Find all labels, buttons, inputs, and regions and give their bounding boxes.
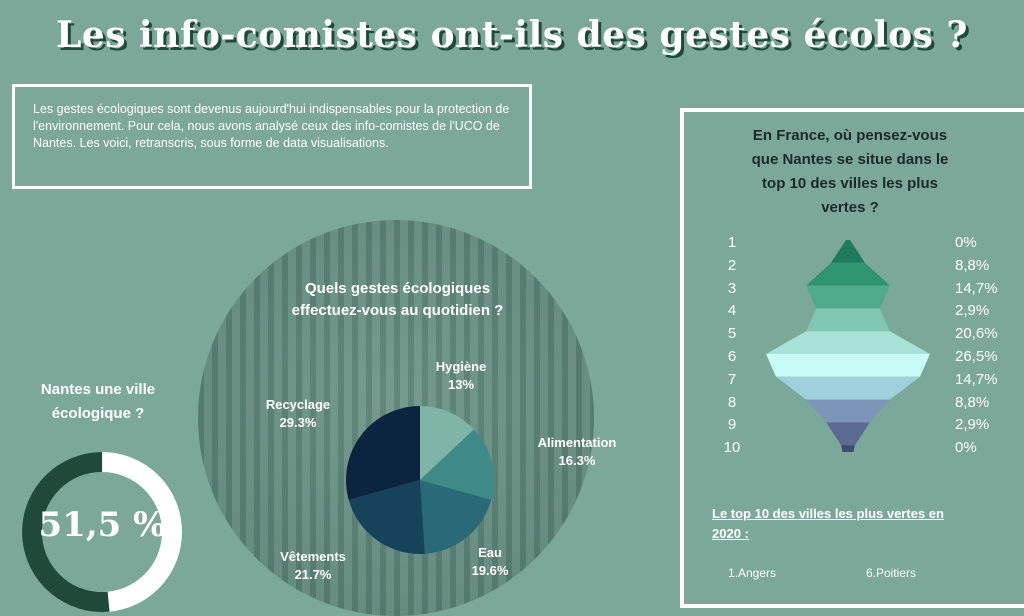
pie-label-name: Alimentation bbox=[537, 435, 617, 450]
rank-percentage: 26,5% bbox=[955, 348, 998, 365]
top10-title: Le top 10 des villes les plus vertes en … bbox=[712, 504, 1002, 544]
top10-item: 1.Angers bbox=[728, 566, 777, 580]
rank-percentage: 2,9% bbox=[955, 416, 990, 434]
pie-label-eau: Eau 19.6% bbox=[460, 544, 520, 580]
pie-label-hygiene: Hygiène 13% bbox=[426, 358, 496, 394]
pie-label-alimentation: Alimentation 16.3% bbox=[522, 434, 632, 470]
rank-percentage: 8,8% bbox=[955, 393, 990, 411]
nantes-question-line1: Nantes une ville bbox=[40, 381, 156, 398]
nantes-question-line2: écologique ? bbox=[51, 405, 145, 422]
funnel-band-rank-3 bbox=[806, 285, 890, 309]
pie-label-name: Hygiène bbox=[435, 359, 487, 374]
ranking-question-line1: En France, où pensez-vous bbox=[752, 127, 948, 144]
rank-number: 9 bbox=[727, 416, 737, 434]
intro-text-box: Les gestes écologiques sont devenus aujo… bbox=[12, 84, 532, 189]
pie-label-name: Eau bbox=[478, 545, 502, 560]
pie-chart bbox=[346, 406, 494, 554]
funnel-band-rank-6 bbox=[766, 354, 930, 377]
page-title: Les info-comistes ont-ils des gestes éco… bbox=[56, 14, 968, 56]
pie-label-value: 21.7% bbox=[294, 567, 332, 582]
pie-chart-title: Quels gestes écologiques effectuez-vous … bbox=[250, 278, 545, 322]
funnel-band-rank-9 bbox=[826, 422, 870, 446]
rank-number: 4 bbox=[727, 302, 737, 320]
rank-number: 7 bbox=[727, 370, 737, 388]
rank-number: 10 bbox=[723, 439, 741, 457]
rank-number: 3 bbox=[727, 279, 737, 297]
pie-slice-alimentation bbox=[420, 429, 494, 500]
top10-item: 6.Poitiers bbox=[866, 566, 917, 580]
rank-percentage: 0% bbox=[955, 439, 977, 457]
funnel-band-rank-4 bbox=[806, 308, 890, 332]
funnel-band-rank-7 bbox=[776, 376, 920, 400]
pie-label-value: 16.3% bbox=[558, 453, 596, 468]
nantes-question: Nantes une ville écologique ? bbox=[14, 378, 182, 426]
rank-number: 5 bbox=[727, 325, 737, 343]
rank-percentage: 2,9% bbox=[955, 302, 990, 320]
ranking-question-line3: top 10 des villes les plus bbox=[762, 175, 938, 192]
pie-slice-recyclage bbox=[346, 406, 420, 500]
rank-percentage: 14,7% bbox=[955, 370, 998, 388]
pie-label-name: Recyclage bbox=[265, 397, 331, 412]
ranking-question-line2: que Nantes se situe dans le bbox=[751, 151, 949, 168]
pie-title-line1: Quels gestes écologiques bbox=[304, 280, 491, 297]
pie-slice-hygiene bbox=[420, 406, 474, 480]
rank-number: 1 bbox=[727, 234, 737, 251]
funnel-band-rank-10 bbox=[841, 445, 855, 452]
rank-number: 8 bbox=[727, 393, 737, 411]
pie-label-name: Vêtements bbox=[280, 549, 346, 564]
ranking-question-line4: vertes ? bbox=[821, 199, 879, 216]
pie-label-value: 29.3% bbox=[279, 415, 317, 430]
pie-label-value: 19.6% bbox=[471, 563, 509, 578]
rank-percentage: 8,8% bbox=[955, 256, 990, 274]
funnel-band-rank-5 bbox=[766, 331, 930, 354]
rank-number: 6 bbox=[727, 348, 737, 365]
ranking-question: En France, où pensez-vous que Nantes se … bbox=[700, 124, 1000, 220]
rank-percentage: 20,6% bbox=[955, 325, 998, 343]
pie-title-line2: effectuez-vous au quotidien ? bbox=[291, 302, 504, 319]
pie-label-vetements: Vêtements 21.7% bbox=[268, 548, 358, 584]
pie-slice-eau bbox=[420, 480, 492, 554]
nantes-percentage: 51,5 % bbox=[38, 505, 166, 545]
top10-title-line2: 2020 : bbox=[712, 526, 749, 541]
rank-percentage: 0% bbox=[955, 234, 977, 251]
pie-label-value: 13% bbox=[447, 377, 475, 392]
ranking-funnel-chart bbox=[766, 240, 930, 452]
rank-percentage: 14,7% bbox=[955, 279, 998, 297]
rank-number: 2 bbox=[727, 256, 737, 274]
top10-title-line1: Le top 10 des villes les plus vertes en bbox=[712, 506, 944, 521]
pie-slice-vetements bbox=[348, 480, 425, 554]
funnel-band-rank-2 bbox=[806, 262, 890, 286]
funnel-band-rank-1 bbox=[831, 240, 865, 263]
pie-label-recyclage: Recyclage 29.3% bbox=[254, 396, 342, 432]
funnel-band-rank-8 bbox=[806, 399, 890, 423]
